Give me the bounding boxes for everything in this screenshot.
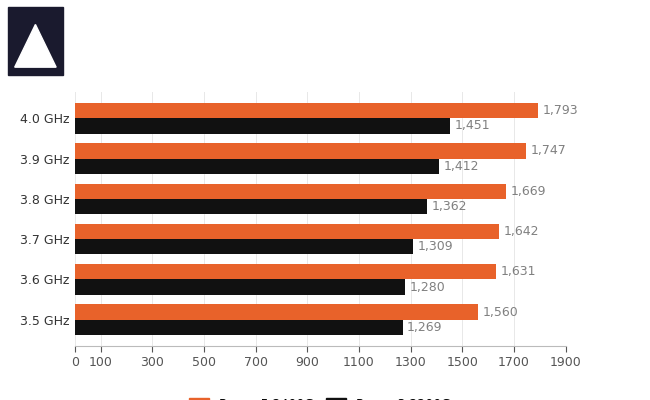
Text: 1,451: 1,451 (454, 119, 490, 132)
Bar (75, 118, 450, 134)
Bar (75, 320, 402, 335)
Polygon shape (15, 24, 56, 67)
Bar (75, 158, 439, 174)
Text: 1,269: 1,269 (407, 321, 443, 334)
Legend: Ryzen 5 2400G, Ryzen 3 2200G: Ryzen 5 2400G, Ryzen 3 2200G (184, 393, 456, 400)
Text: 1,560: 1,560 (482, 306, 518, 319)
Text: 1,793: 1,793 (543, 104, 578, 117)
Bar (75, 304, 478, 320)
Text: 1,747: 1,747 (530, 144, 566, 157)
Text: 1,309: 1,309 (417, 240, 453, 253)
Text: 1,362: 1,362 (431, 200, 467, 213)
FancyBboxPatch shape (8, 6, 63, 76)
Text: Score (Higher is Better): Score (Higher is Better) (73, 59, 259, 73)
Text: 1,631: 1,631 (500, 265, 536, 278)
Bar (75, 199, 426, 214)
Bar (75, 224, 499, 239)
Bar (75, 239, 413, 254)
Bar (75, 280, 406, 295)
Text: 1,642: 1,642 (504, 225, 539, 238)
Bar (75, 184, 506, 199)
Text: POV-Ray 3.7 Render Benchmark (Multi-Threaded): POV-Ray 3.7 Render Benchmark (Multi-Thre… (73, 20, 650, 40)
Bar (75, 264, 496, 280)
Text: 1,280: 1,280 (410, 281, 446, 294)
Text: 1,669: 1,669 (510, 185, 546, 198)
Bar (75, 103, 538, 118)
Text: 1,412: 1,412 (444, 160, 480, 173)
Bar (75, 143, 526, 158)
